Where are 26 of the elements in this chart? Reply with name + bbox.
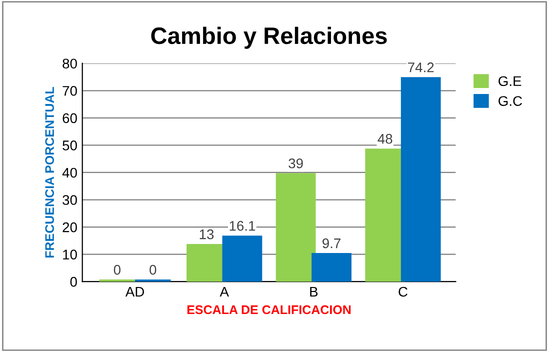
y-tick-label: 50 — [62, 140, 77, 150]
x-tick-label: A — [220, 286, 229, 297]
y-tick-label: 30 — [62, 195, 77, 205]
data-label: 74.2 — [408, 62, 434, 72]
y-tick-label: 0 — [70, 276, 77, 287]
data-label: 0 — [150, 264, 156, 275]
y-tick-label: 20 — [62, 222, 77, 232]
data-label: 16.1 — [230, 220, 256, 231]
y-axis-title: FRECUENCIA PORCENTUAL — [45, 86, 54, 258]
y-tick-label: 60 — [62, 113, 77, 124]
y-tick-label: 80 — [62, 58, 77, 69]
data-label: 0 — [114, 264, 120, 275]
x-tick-label: C — [398, 286, 408, 297]
legend-label: G.E — [498, 76, 522, 86]
y-tick-label: 40 — [62, 168, 77, 178]
data-label: 48 — [378, 134, 392, 144]
chart-title: Cambio y Relaciones — [151, 26, 387, 49]
x-tick-label: AD — [125, 286, 144, 297]
y-tick-label: 70 — [62, 86, 77, 96]
legend-label: G.C — [498, 96, 522, 106]
data-label: 39 — [288, 158, 303, 168]
y-tick-label: 10 — [63, 250, 77, 260]
data-label: 13 — [200, 229, 214, 240]
x-axis-title: ESCALA DE CALIFICACION — [187, 305, 351, 314]
data-label: 9.7 — [322, 238, 340, 248]
x-tick-label: B — [310, 286, 318, 297]
